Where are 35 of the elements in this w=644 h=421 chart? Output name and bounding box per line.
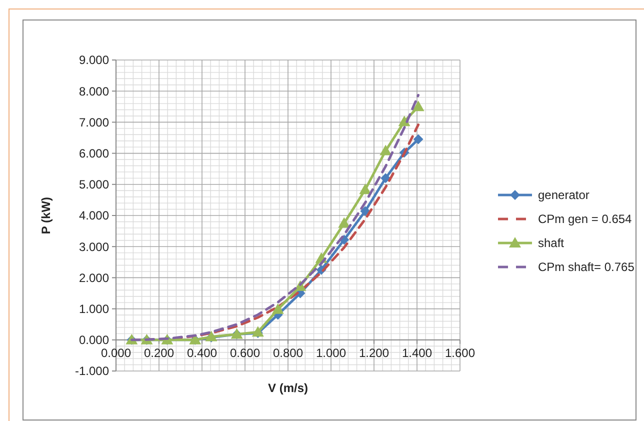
y-tick-label: 1.000 <box>78 302 110 316</box>
y-tick-label: -1.000 <box>74 364 110 378</box>
legend-label: shaft <box>538 236 565 250</box>
y-tick-label: 9.000 <box>78 53 110 68</box>
x-tick-label: 1.200 <box>358 346 390 360</box>
y-tick-label: 2.000 <box>78 270 110 285</box>
point <box>412 100 424 112</box>
point <box>272 303 284 314</box>
point <box>380 144 392 156</box>
point <box>380 173 391 184</box>
x-tick-label: 0.400 <box>186 346 218 360</box>
legend-label: CPm gen = 0.654 <box>538 212 632 226</box>
y-tick-label: 3.000 <box>78 240 110 254</box>
x-axis-title: V (m/s) <box>268 381 308 395</box>
y-axis-title: P (kW) <box>39 196 53 234</box>
point <box>359 184 372 194</box>
x-tick-label: 0.200 <box>144 346 174 360</box>
point <box>413 134 424 144</box>
y-tick-label: 8.000 <box>78 84 110 98</box>
point <box>338 217 350 228</box>
x-tick-label: 0.800 <box>272 346 304 360</box>
x-tick-label: 0.600 <box>230 346 260 360</box>
y-tick-label: 7.000 <box>78 115 110 130</box>
x-tick-label: 1.000 <box>316 346 346 360</box>
y-tick-label: 6.000 <box>78 146 110 160</box>
x-tick-label: 1.600 <box>444 346 476 360</box>
y-tick-label: 4.000 <box>78 208 110 223</box>
x-tick-label: 1.400 <box>402 346 432 360</box>
point <box>398 116 410 126</box>
legend-label: generator <box>538 188 590 202</box>
point <box>360 206 370 216</box>
legend-label: CPm shaft= 0.765 <box>538 260 635 274</box>
x-tick-label: 0.000 <box>100 346 132 360</box>
y-tick-label: 0.000 <box>78 333 110 348</box>
y-tick-label: 5.000 <box>78 178 110 192</box>
